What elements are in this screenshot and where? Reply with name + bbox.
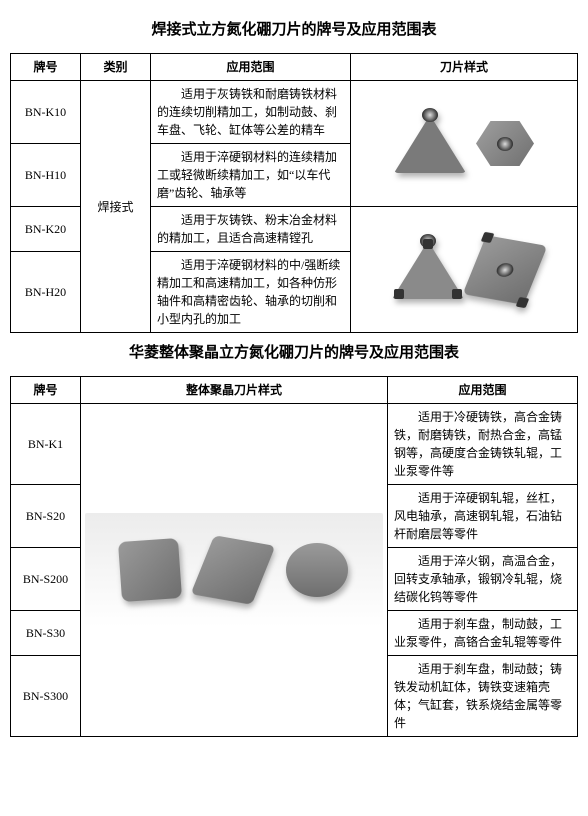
grade-cell: BN-S200 [11, 548, 81, 611]
category-cell: 焊接式 [81, 81, 151, 333]
table1-title: 焊接式立方氮化硼刀片的牌号及应用范围表 [10, 18, 578, 39]
t2-h-scope: 应用范围 [388, 377, 578, 404]
desc-cell: 适用于灰铸铁和耐磨铸铁材料的连续切削精加工，如制动鼓、刹车盘、飞轮、缸体等公差的… [151, 81, 351, 144]
table1-header-row: 牌号 类别 应用范围 刀片样式 [11, 54, 578, 81]
grade-cell: BN-S30 [11, 611, 81, 656]
table2-title: 华菱整体聚晶立方氮化硼刀片的牌号及应用范围表 [10, 341, 578, 362]
grade-cell: BN-S20 [11, 485, 81, 548]
table2: 牌号 整体聚晶刀片样式 应用范围 BN-K1 适用于冷硬铸铁，高合金铸铁，耐磨铸… [10, 376, 578, 737]
t1-h-grade: 牌号 [11, 54, 81, 81]
square-insert-icon [118, 538, 182, 602]
t1-h-category: 类别 [81, 54, 151, 81]
desc-cell: 适用于灰铸铁、粉末冶金材料的精加工，且适合高速精镗孔 [151, 207, 351, 252]
desc-cell: 适用于冷硬铸铁，高合金铸铁，耐磨铸铁，耐热合金，高锰钢等，高硬度合金铸铁轧辊，工… [388, 404, 578, 485]
grade-cell: BN-K20 [11, 207, 81, 252]
insert-image-cell-3 [81, 404, 388, 737]
grade-cell: BN-K10 [11, 81, 81, 144]
table2-header-row: 牌号 整体聚晶刀片样式 应用范围 [11, 377, 578, 404]
desc-cell: 适用于刹车盘，制动鼓，工业泵零件，高铬合金轧辊等零件 [388, 611, 578, 656]
triangle-tip-insert-icon [392, 241, 464, 299]
table-row: BN-K10 焊接式 适用于灰铸铁和耐磨铸铁材料的连续切削精加工，如制动鼓、刹车… [11, 81, 578, 144]
insert-image-cell-1 [351, 81, 578, 207]
table-row: BN-K1 适用于冷硬铸铁，高合金铸铁，耐磨铸铁，耐热合金，高锰钢等，高硬度合金… [11, 404, 578, 485]
diamond-insert-icon [191, 535, 276, 605]
grade-cell: BN-K1 [11, 404, 81, 485]
insert-image-cell-2 [351, 207, 578, 333]
t1-h-scope: 应用范围 [151, 54, 351, 81]
grade-cell: BN-S300 [11, 656, 81, 737]
t2-h-grade: 牌号 [11, 377, 81, 404]
t1-h-style: 刀片样式 [351, 54, 578, 81]
desc-cell: 适用于淬火钢，高温合金，回转支承轴承，锻钢冷轧辊，烧结碳化钨等零件 [388, 548, 578, 611]
grade-cell: BN-H10 [11, 144, 81, 207]
grade-cell: BN-H20 [11, 252, 81, 333]
desc-cell: 适用于淬硬钢材料的连续精加工或轻微断续精加工，如“以车代磨”齿轮、轴承等 [151, 144, 351, 207]
desc-cell: 适用于淬硬钢轧辊，丝杠，风电轴承，高速钢轧辊，石油钻杆耐磨层等零件 [388, 485, 578, 548]
desc-cell: 适用于刹车盘，制动鼓；铸铁发动机缸体，铸铁变速箱壳体；气缸套，铁系烧结金属等零件 [388, 656, 578, 737]
hex-insert-icon [476, 119, 534, 169]
diamond-tip-insert-icon [463, 235, 548, 305]
desc-cell: 适用于淬硬钢材料的中/强断续精加工和高速精加工，如各种仿形轴件和高精密齿轮、轴承… [151, 252, 351, 333]
triangle-insert-icon [394, 115, 466, 173]
t2-h-style: 整体聚晶刀片样式 [81, 377, 388, 404]
round-insert-icon [286, 543, 348, 597]
table1: 牌号 类别 应用范围 刀片样式 BN-K10 焊接式 适用于灰铸铁和耐磨铸铁材料… [10, 53, 578, 333]
